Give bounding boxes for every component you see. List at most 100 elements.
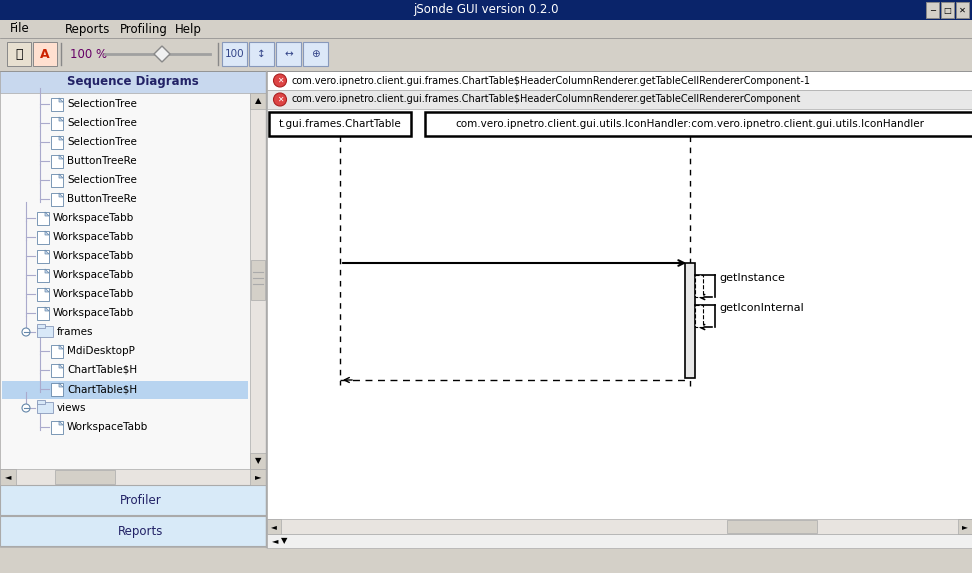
Bar bbox=[37, 326, 53, 337]
Circle shape bbox=[273, 93, 287, 106]
Bar bbox=[727, 520, 817, 533]
Bar bbox=[685, 263, 695, 378]
Bar bbox=[0, 71, 266, 93]
Bar bbox=[249, 42, 274, 66]
Text: A: A bbox=[40, 48, 50, 61]
Text: WorkspaceTabb: WorkspaceTabb bbox=[53, 232, 134, 242]
Text: com.vero.ipnetro.client.gui.utils.IconHandler:com.vero.ipnetro.client.gui.utils.: com.vero.ipnetro.client.gui.utils.IconHa… bbox=[456, 119, 924, 129]
Text: ChartTable$H: ChartTable$H bbox=[67, 384, 137, 394]
Bar bbox=[0, 485, 266, 515]
Bar bbox=[250, 93, 266, 109]
Bar bbox=[958, 519, 972, 534]
Text: Reports: Reports bbox=[65, 22, 111, 36]
Polygon shape bbox=[45, 288, 49, 292]
Text: SelectionTree: SelectionTree bbox=[67, 175, 137, 185]
Bar bbox=[37, 324, 45, 328]
Bar bbox=[51, 155, 63, 168]
Bar bbox=[926, 2, 939, 18]
Bar bbox=[276, 42, 301, 66]
Bar bbox=[0, 20, 972, 38]
Polygon shape bbox=[45, 269, 49, 273]
Bar bbox=[250, 469, 266, 485]
Bar bbox=[0, 547, 972, 573]
Bar bbox=[0, 0, 972, 20]
Text: ↔: ↔ bbox=[284, 49, 293, 59]
Circle shape bbox=[273, 74, 287, 87]
Bar bbox=[51, 117, 63, 130]
Polygon shape bbox=[59, 174, 63, 178]
Bar bbox=[303, 42, 328, 66]
Polygon shape bbox=[154, 46, 170, 62]
Polygon shape bbox=[59, 421, 63, 425]
Bar bbox=[33, 42, 57, 66]
Bar bbox=[267, 519, 972, 534]
Bar bbox=[0, 71, 266, 573]
Text: ◄: ◄ bbox=[272, 536, 279, 545]
Circle shape bbox=[22, 404, 30, 412]
Polygon shape bbox=[59, 345, 63, 349]
Text: SelectionTree: SelectionTree bbox=[67, 137, 137, 147]
Text: jSonde GUI version 0.2.0: jSonde GUI version 0.2.0 bbox=[413, 3, 559, 17]
Bar bbox=[37, 269, 49, 282]
Text: MdiDesktopP: MdiDesktopP bbox=[67, 346, 135, 356]
Polygon shape bbox=[45, 231, 49, 235]
Polygon shape bbox=[59, 117, 63, 121]
Bar bbox=[37, 288, 49, 301]
Text: t.gui.frames.ChartTable: t.gui.frames.ChartTable bbox=[279, 119, 401, 129]
Bar bbox=[425, 112, 972, 136]
Text: ChartTable$H: ChartTable$H bbox=[67, 365, 137, 375]
Text: com.vero.ipnetro.client.gui.frames.ChartTable$HeaderColumnRenderer.getTableCellR: com.vero.ipnetro.client.gui.frames.Chart… bbox=[291, 76, 810, 85]
Bar bbox=[37, 307, 49, 320]
Bar bbox=[0, 469, 266, 485]
Bar bbox=[51, 364, 63, 377]
Polygon shape bbox=[59, 98, 63, 102]
Text: Profiler: Profiler bbox=[121, 493, 162, 507]
Bar bbox=[267, 90, 972, 109]
Bar bbox=[37, 400, 45, 404]
Bar bbox=[695, 275, 703, 297]
Bar bbox=[267, 534, 972, 548]
Text: ─: ─ bbox=[930, 6, 935, 14]
Text: getIconInternal: getIconInternal bbox=[719, 303, 804, 313]
Text: Profiling: Profiling bbox=[120, 22, 168, 36]
Bar bbox=[37, 212, 49, 225]
Text: ►: ► bbox=[255, 473, 261, 481]
Text: ▼: ▼ bbox=[281, 536, 288, 545]
Text: Sequence Diagrams: Sequence Diagrams bbox=[67, 76, 199, 88]
Text: ▼: ▼ bbox=[255, 457, 261, 465]
Text: ◄: ◄ bbox=[271, 522, 277, 531]
Text: WorkspaceTabb: WorkspaceTabb bbox=[53, 270, 134, 280]
Bar bbox=[51, 345, 63, 358]
Text: views: views bbox=[57, 403, 87, 413]
Circle shape bbox=[22, 328, 30, 336]
Text: Reports: Reports bbox=[119, 524, 163, 537]
Bar bbox=[2, 381, 248, 399]
Text: ◄: ◄ bbox=[5, 473, 12, 481]
Bar bbox=[37, 402, 53, 413]
Text: ✕: ✕ bbox=[277, 76, 283, 85]
Bar bbox=[37, 231, 49, 244]
Bar bbox=[51, 136, 63, 149]
Bar bbox=[222, 42, 247, 66]
Text: ▲: ▲ bbox=[255, 96, 261, 105]
Text: Help: Help bbox=[175, 22, 202, 36]
Text: SelectionTree: SelectionTree bbox=[67, 118, 137, 128]
Bar bbox=[51, 193, 63, 206]
Bar bbox=[0, 38, 972, 71]
Text: ✕: ✕ bbox=[277, 95, 283, 104]
Polygon shape bbox=[45, 307, 49, 311]
Polygon shape bbox=[59, 364, 63, 368]
Text: ButtonTreeRe: ButtonTreeRe bbox=[67, 156, 137, 166]
Bar bbox=[267, 519, 281, 534]
Text: WorkspaceTabb: WorkspaceTabb bbox=[53, 213, 134, 223]
Text: ⊕: ⊕ bbox=[311, 49, 320, 59]
Text: 100: 100 bbox=[225, 49, 244, 59]
Bar bbox=[269, 112, 411, 136]
Bar bbox=[0, 516, 266, 546]
Bar bbox=[51, 174, 63, 187]
Bar bbox=[37, 250, 49, 263]
Polygon shape bbox=[59, 383, 63, 387]
Text: ButtonTreeRe: ButtonTreeRe bbox=[67, 194, 137, 204]
Polygon shape bbox=[59, 155, 63, 159]
Polygon shape bbox=[45, 250, 49, 254]
